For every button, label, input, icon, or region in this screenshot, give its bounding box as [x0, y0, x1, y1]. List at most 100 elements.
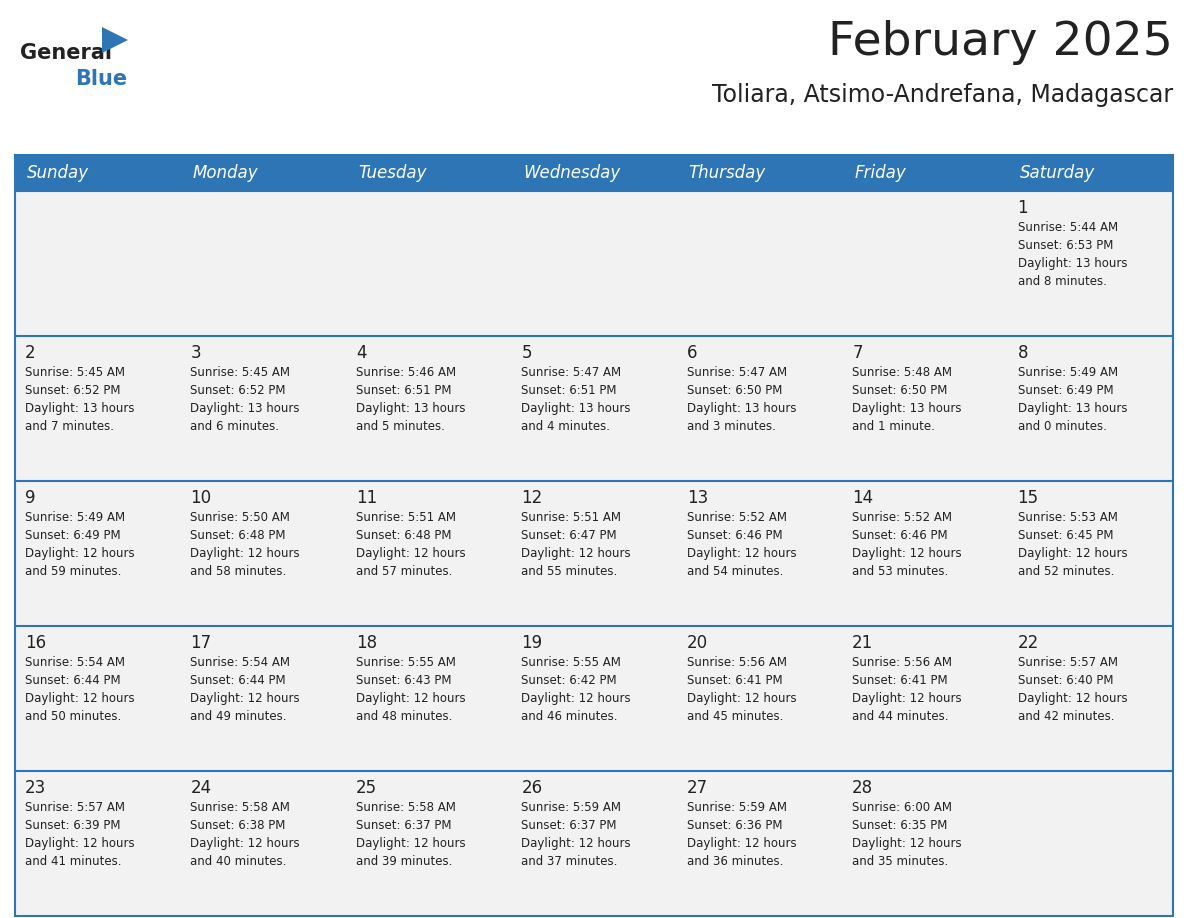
Text: and 4 minutes.: and 4 minutes.	[522, 420, 611, 433]
Text: Sunset: 6:53 PM: Sunset: 6:53 PM	[1018, 239, 1113, 252]
Text: Sunrise: 5:44 AM: Sunrise: 5:44 AM	[1018, 221, 1118, 234]
Text: Sunset: 6:46 PM: Sunset: 6:46 PM	[687, 529, 783, 542]
Bar	[15, 771, 181, 916]
Text: Sunset: 6:48 PM: Sunset: 6:48 PM	[190, 529, 286, 542]
Text: Daylight: 12 hours: Daylight: 12 hours	[687, 692, 796, 705]
Text: Daylight: 12 hours: Daylight: 12 hours	[522, 547, 631, 560]
Text: 22: 22	[1018, 634, 1038, 652]
Text: Sunset: 6:36 PM: Sunset: 6:36 PM	[687, 819, 782, 832]
Text: Friday: Friday	[854, 164, 906, 182]
Text: Sunset: 6:40 PM: Sunset: 6:40 PM	[1018, 674, 1113, 687]
Text: Sunset: 6:37 PM: Sunset: 6:37 PM	[356, 819, 451, 832]
Bar	[511, 191, 677, 336]
Text: Sunrise: 6:00 AM: Sunrise: 6:00 AM	[852, 801, 952, 814]
Text: 15: 15	[1018, 489, 1038, 507]
Bar	[1007, 191, 1173, 336]
Bar	[1007, 155, 1173, 191]
Text: Daylight: 12 hours: Daylight: 12 hours	[190, 547, 301, 560]
Text: Daylight: 13 hours: Daylight: 13 hours	[852, 402, 961, 415]
Bar	[842, 191, 1007, 336]
Text: Daylight: 12 hours: Daylight: 12 hours	[852, 837, 962, 850]
Text: 1: 1	[1018, 199, 1028, 217]
Text: Daylight: 12 hours: Daylight: 12 hours	[356, 692, 466, 705]
Text: 23: 23	[25, 779, 46, 797]
Text: Daylight: 12 hours: Daylight: 12 hours	[852, 547, 962, 560]
Bar	[511, 155, 677, 191]
Text: and 58 minutes.: and 58 minutes.	[190, 565, 286, 578]
Text: 14: 14	[852, 489, 873, 507]
Text: Sunset: 6:41 PM: Sunset: 6:41 PM	[852, 674, 948, 687]
Text: Daylight: 12 hours: Daylight: 12 hours	[522, 837, 631, 850]
Bar	[511, 336, 677, 481]
Text: and 52 minutes.: and 52 minutes.	[1018, 565, 1114, 578]
Text: 28: 28	[852, 779, 873, 797]
Bar	[1007, 481, 1173, 626]
Text: Blue: Blue	[75, 69, 127, 89]
Text: Daylight: 12 hours: Daylight: 12 hours	[852, 692, 962, 705]
Text: Sunset: 6:47 PM: Sunset: 6:47 PM	[522, 529, 617, 542]
Text: 25: 25	[356, 779, 377, 797]
Text: and 55 minutes.: and 55 minutes.	[522, 565, 618, 578]
Text: 16: 16	[25, 634, 46, 652]
Text: Sunrise: 5:51 AM: Sunrise: 5:51 AM	[522, 511, 621, 524]
Text: and 1 minute.: and 1 minute.	[852, 420, 935, 433]
Text: 24: 24	[190, 779, 211, 797]
Text: Daylight: 12 hours: Daylight: 12 hours	[190, 837, 301, 850]
Text: Sunset: 6:48 PM: Sunset: 6:48 PM	[356, 529, 451, 542]
Text: Tuesday: Tuesday	[358, 164, 426, 182]
Bar	[677, 191, 842, 336]
Text: Sunset: 6:42 PM: Sunset: 6:42 PM	[522, 674, 617, 687]
Bar	[346, 771, 511, 916]
Bar	[1007, 336, 1173, 481]
Text: Sunset: 6:38 PM: Sunset: 6:38 PM	[190, 819, 286, 832]
Text: and 49 minutes.: and 49 minutes.	[190, 710, 287, 723]
Text: Daylight: 12 hours: Daylight: 12 hours	[356, 837, 466, 850]
Text: 13: 13	[687, 489, 708, 507]
Text: February 2025: February 2025	[828, 20, 1173, 65]
Bar	[677, 771, 842, 916]
Bar	[15, 336, 181, 481]
Text: Sunday: Sunday	[27, 164, 89, 182]
Bar	[346, 155, 511, 191]
Text: and 7 minutes.: and 7 minutes.	[25, 420, 114, 433]
Text: Daylight: 13 hours: Daylight: 13 hours	[1018, 402, 1127, 415]
Text: Sunset: 6:45 PM: Sunset: 6:45 PM	[1018, 529, 1113, 542]
Text: and 57 minutes.: and 57 minutes.	[356, 565, 453, 578]
Text: Daylight: 13 hours: Daylight: 13 hours	[356, 402, 466, 415]
Text: Sunrise: 5:58 AM: Sunrise: 5:58 AM	[356, 801, 456, 814]
Text: and 46 minutes.: and 46 minutes.	[522, 710, 618, 723]
Text: Wednesday: Wednesday	[523, 164, 620, 182]
Text: Sunset: 6:52 PM: Sunset: 6:52 PM	[25, 384, 120, 397]
Text: 3: 3	[190, 344, 201, 362]
Text: Sunrise: 5:47 AM: Sunrise: 5:47 AM	[522, 366, 621, 379]
Text: Daylight: 12 hours: Daylight: 12 hours	[522, 692, 631, 705]
Text: Sunset: 6:39 PM: Sunset: 6:39 PM	[25, 819, 120, 832]
Text: and 3 minutes.: and 3 minutes.	[687, 420, 776, 433]
Text: and 45 minutes.: and 45 minutes.	[687, 710, 783, 723]
Bar	[15, 155, 181, 191]
Text: and 36 minutes.: and 36 minutes.	[687, 855, 783, 868]
Text: Saturday: Saturday	[1019, 164, 1095, 182]
Text: Daylight: 12 hours: Daylight: 12 hours	[1018, 547, 1127, 560]
Bar	[842, 771, 1007, 916]
Bar	[181, 336, 346, 481]
Text: Sunrise: 5:45 AM: Sunrise: 5:45 AM	[190, 366, 290, 379]
Bar	[842, 336, 1007, 481]
Bar	[181, 481, 346, 626]
Text: Sunrise: 5:59 AM: Sunrise: 5:59 AM	[687, 801, 786, 814]
Bar	[511, 481, 677, 626]
Text: Sunset: 6:43 PM: Sunset: 6:43 PM	[356, 674, 451, 687]
Text: Sunset: 6:50 PM: Sunset: 6:50 PM	[687, 384, 782, 397]
Text: 5: 5	[522, 344, 532, 362]
Text: Sunrise: 5:47 AM: Sunrise: 5:47 AM	[687, 366, 786, 379]
Text: Sunrise: 5:55 AM: Sunrise: 5:55 AM	[356, 656, 456, 669]
Text: and 48 minutes.: and 48 minutes.	[356, 710, 453, 723]
Bar	[677, 481, 842, 626]
Bar	[181, 191, 346, 336]
Polygon shape	[102, 27, 128, 53]
Bar	[1007, 626, 1173, 771]
Text: Sunrise: 5:59 AM: Sunrise: 5:59 AM	[522, 801, 621, 814]
Text: Sunrise: 5:51 AM: Sunrise: 5:51 AM	[356, 511, 456, 524]
Text: Sunrise: 5:57 AM: Sunrise: 5:57 AM	[1018, 656, 1118, 669]
Bar	[677, 155, 842, 191]
